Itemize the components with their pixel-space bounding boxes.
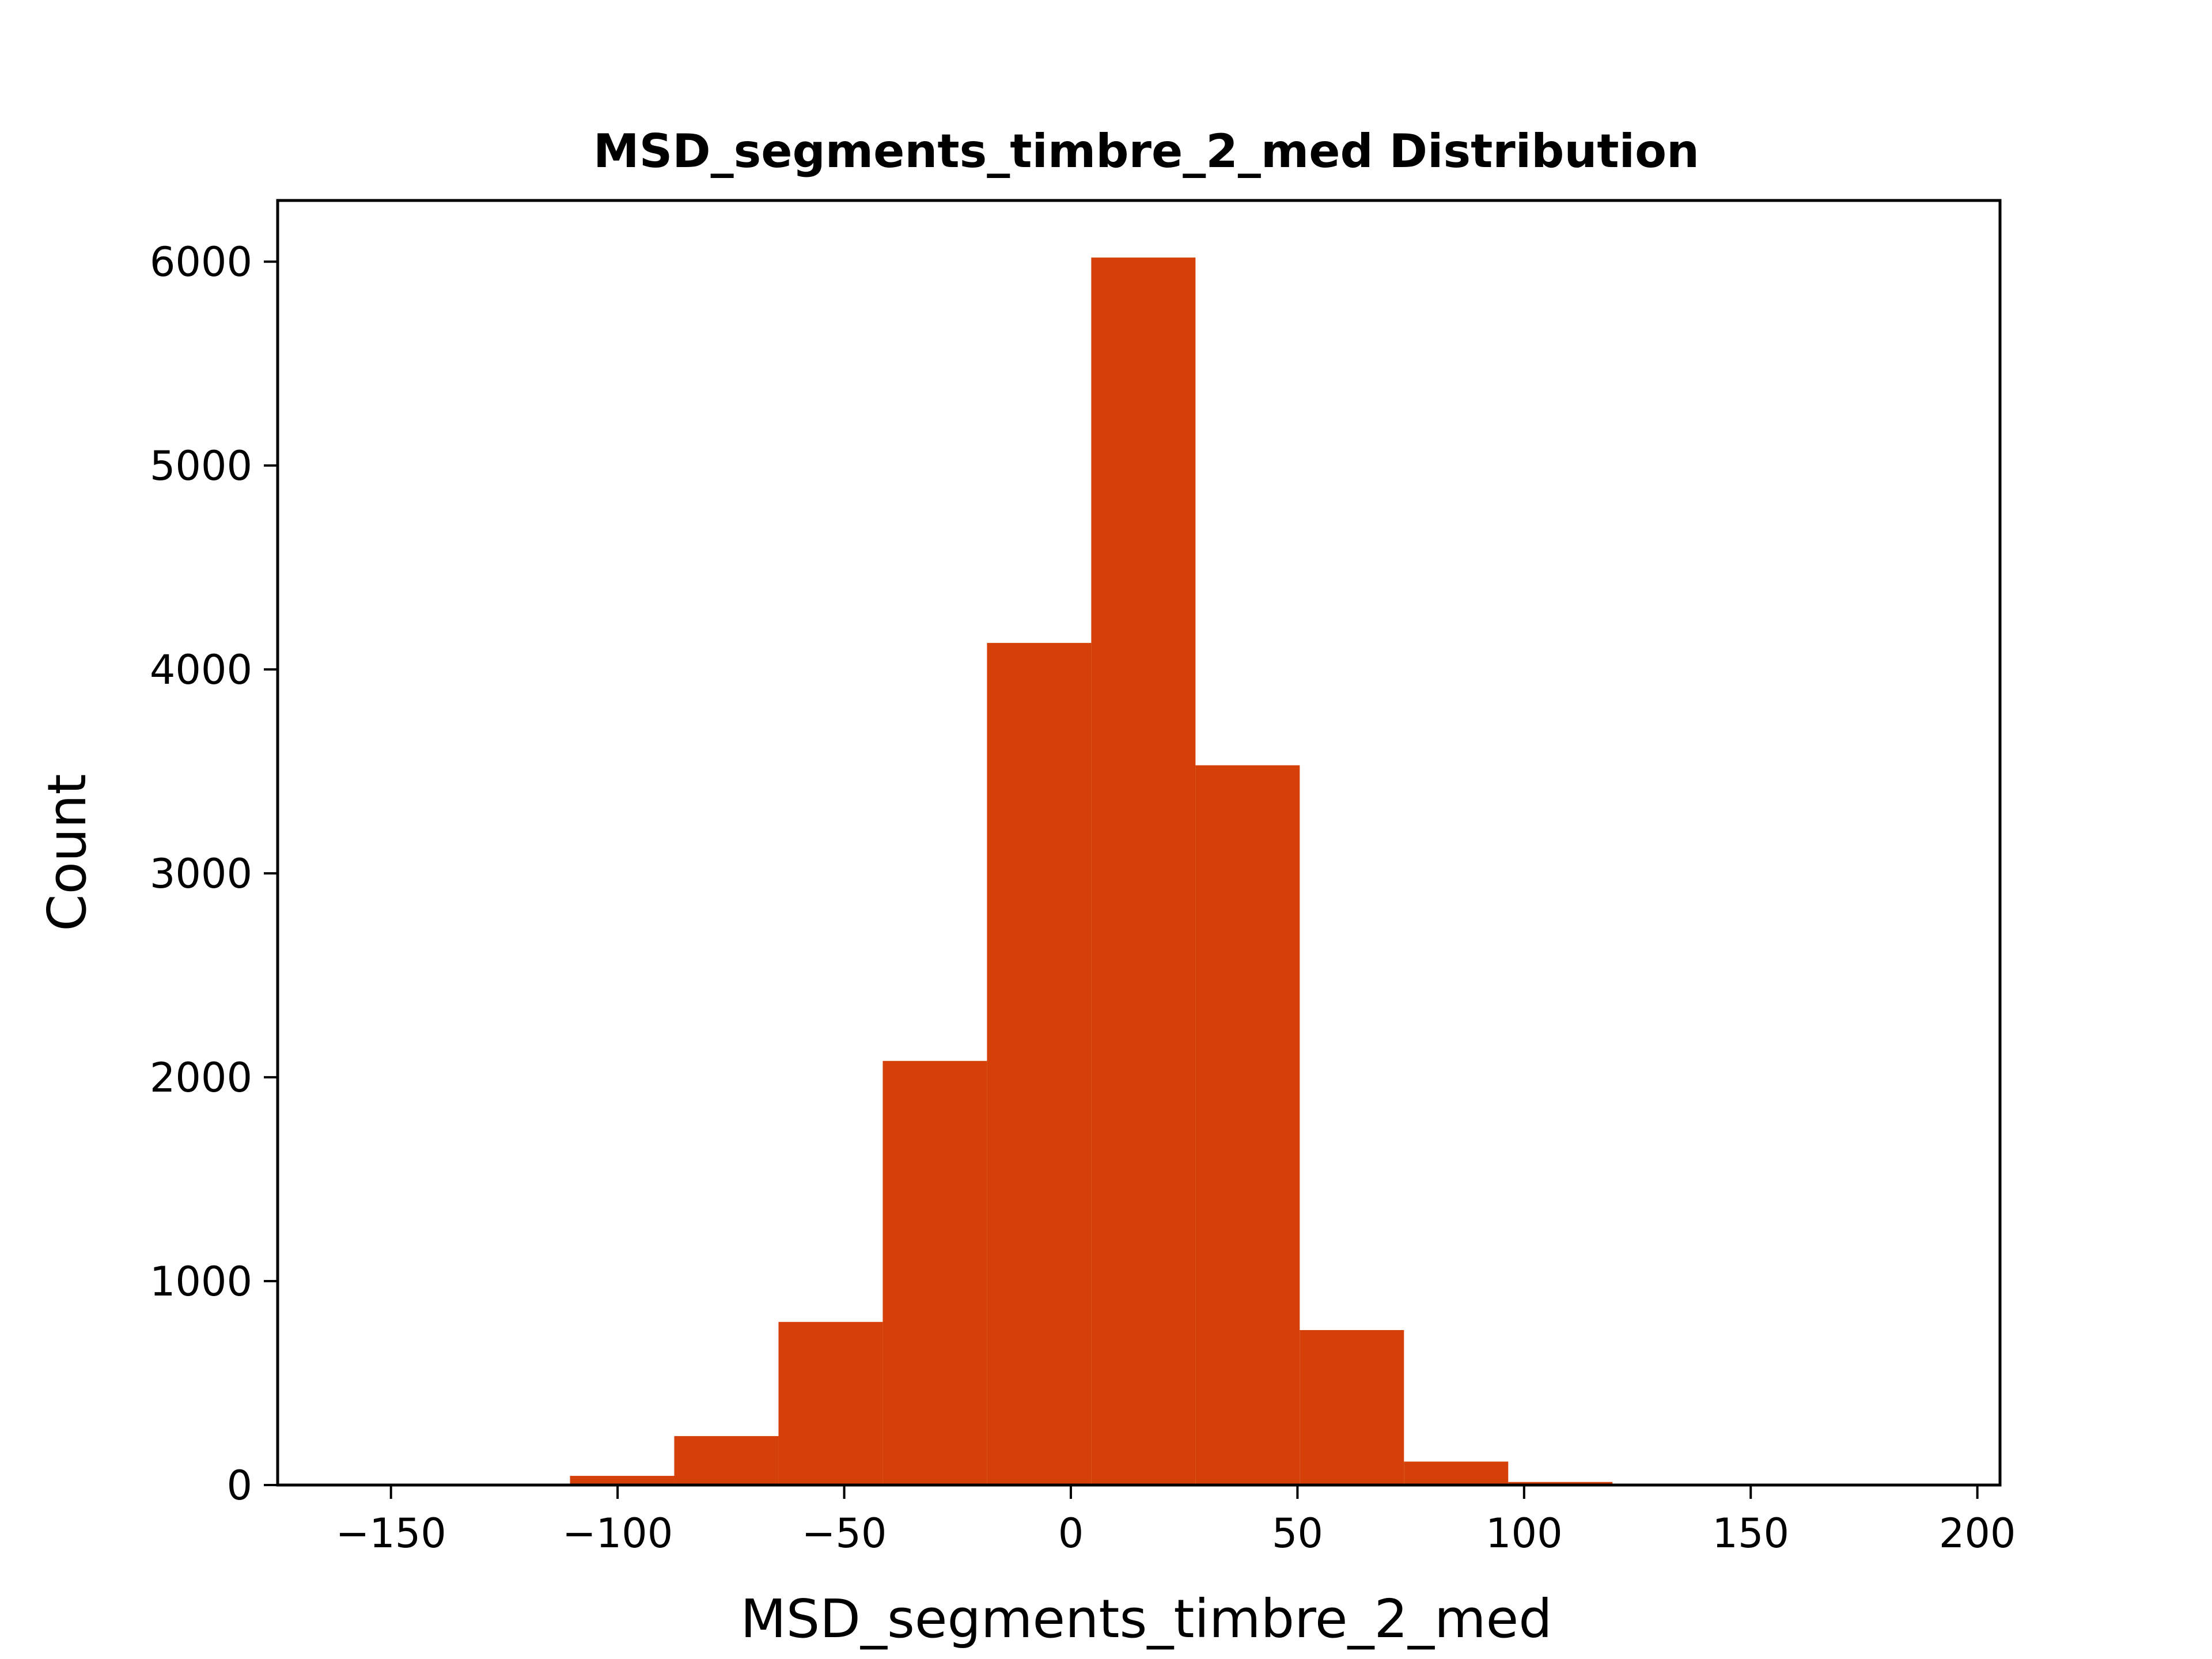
histogram-bar-2: [570, 1476, 675, 1485]
x-tick-label: 200: [1939, 1510, 2016, 1557]
histogram-bar-11: [1508, 1482, 1613, 1485]
histogram-bars: [465, 257, 1926, 1486]
x-tick-label: 0: [1058, 1510, 1084, 1557]
histogram-bar-6: [987, 643, 1092, 1485]
histogram-bar-4: [778, 1321, 883, 1485]
y-axis-ticks: 0 1000 2000 3000 4000 5000 6000: [150, 238, 278, 1509]
x-tick-label: 150: [1712, 1510, 1789, 1557]
x-axis-ticks: −150 −100 −50 0 50 100 150 200: [336, 1485, 2016, 1557]
x-tick-label: −150: [336, 1510, 446, 1557]
histogram-bar-8: [1195, 765, 1300, 1485]
y-tick-label: 4000: [150, 646, 252, 694]
x-tick-label: 100: [1486, 1510, 1563, 1557]
x-axis-label: MSD_segments_timbre_2_med: [740, 1588, 1552, 1650]
x-tick-label: 50: [1272, 1510, 1323, 1557]
histogram-bar-10: [1404, 1461, 1509, 1485]
y-tick-label: 3000: [150, 850, 252, 897]
y-tick-label: 0: [226, 1462, 252, 1509]
x-tick-label: −50: [802, 1510, 887, 1557]
x-tick-label: −100: [562, 1510, 673, 1557]
histogram-bar-9: [1300, 1330, 1404, 1485]
y-tick-label: 2000: [150, 1054, 252, 1101]
y-tick-label: 6000: [150, 238, 252, 286]
histogram-bar-3: [674, 1436, 779, 1485]
chart-title: MSD_segments_timbre_2_med Distribution: [593, 124, 1699, 178]
y-axis-label: Count: [36, 774, 98, 931]
histogram-bar-5: [882, 1060, 987, 1485]
y-tick-label: 5000: [150, 442, 252, 490]
plot-area-frame: [276, 199, 2002, 1487]
histogram-bar-7: [1091, 257, 1196, 1486]
y-tick-label: 1000: [150, 1258, 252, 1305]
